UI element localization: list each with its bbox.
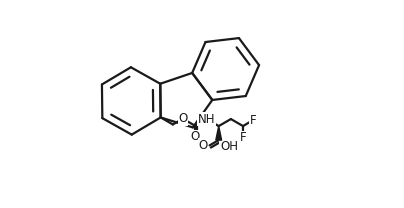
Text: F: F — [250, 114, 257, 127]
Polygon shape — [216, 126, 222, 140]
Text: O: O — [190, 130, 200, 143]
Text: F: F — [240, 131, 246, 144]
Text: OH: OH — [220, 140, 238, 153]
Text: O: O — [178, 112, 187, 125]
Text: O: O — [198, 139, 208, 152]
Text: NH: NH — [198, 113, 215, 126]
